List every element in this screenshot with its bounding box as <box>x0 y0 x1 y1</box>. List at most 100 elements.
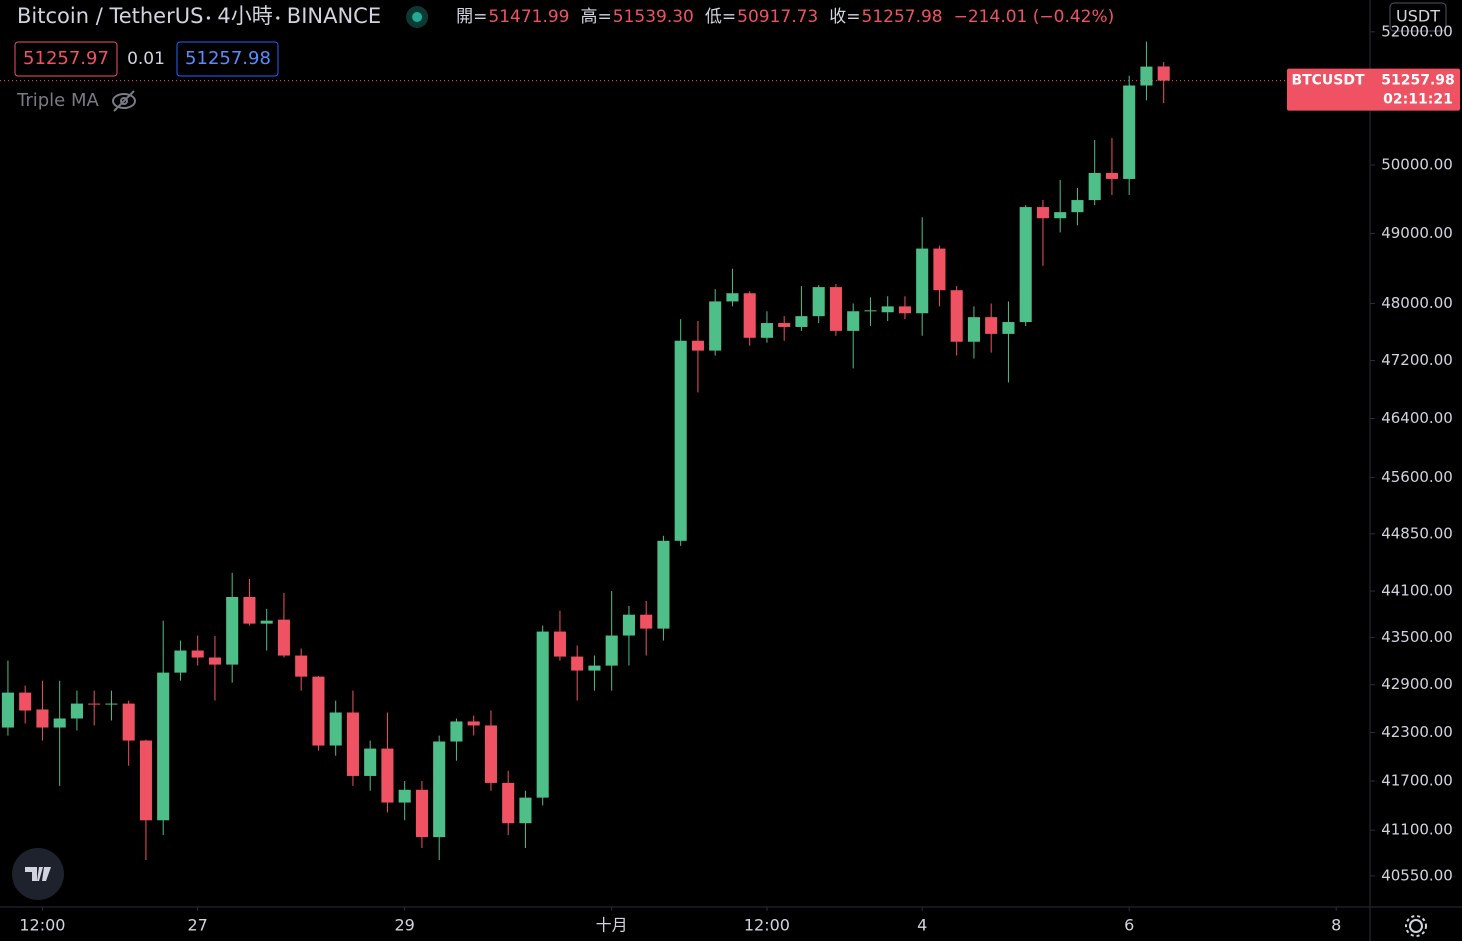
change: −214.01 (−0.42%) <box>954 7 1115 27</box>
candle-body <box>381 748 394 803</box>
candle-body <box>588 665 601 671</box>
y-tick-label: 47200.00 <box>1381 351 1453 369</box>
ohlc-key: 收= <box>829 7 860 27</box>
candle-body <box>881 306 894 313</box>
candle-body <box>967 317 980 342</box>
candle-body <box>657 540 670 629</box>
y-tick-label: 44100.00 <box>1381 582 1453 600</box>
y-tick-label: 45600.00 <box>1381 468 1453 486</box>
interval: 4小時 <box>217 4 272 28</box>
candle-body <box>415 789 428 838</box>
candle-body <box>950 290 963 342</box>
price-tag <box>1287 68 1460 111</box>
ohlc-value: 51257.98 <box>862 7 943 27</box>
ohlc-key: 高= <box>581 7 612 27</box>
y-tick-label: 48000.00 <box>1381 294 1453 312</box>
candle-body <box>778 323 791 327</box>
last-price: 51257.98 <box>1381 73 1455 89</box>
y-tick-label: 46400.00 <box>1381 409 1453 427</box>
indicator-name[interactable]: Triple MA <box>16 90 100 111</box>
candle-body <box>226 597 239 665</box>
candle-body <box>295 655 308 677</box>
candle-body <box>260 620 273 624</box>
ohlc-value: 50917.73 <box>737 7 818 27</box>
candle-body <box>1157 66 1170 81</box>
candle-body <box>105 703 118 705</box>
candle-body <box>640 614 653 629</box>
candle-body <box>760 323 773 338</box>
candle-body <box>1002 322 1015 334</box>
candle-body <box>346 712 359 776</box>
candle-body <box>536 631 549 798</box>
candle-body <box>1054 212 1067 219</box>
candle-body <box>70 703 83 719</box>
y-tick-label: 52000.00 <box>1381 22 1453 40</box>
candle-body <box>364 748 377 776</box>
y-tick-label: 40550.00 <box>1381 866 1453 884</box>
status-dot <box>412 12 423 22</box>
candle-body <box>467 721 480 726</box>
candle-body <box>985 317 998 334</box>
candle-body <box>622 614 635 636</box>
y-tick-label: 43500.00 <box>1381 628 1453 646</box>
candle-body <box>1036 207 1049 219</box>
candle-body <box>709 301 722 351</box>
candle-body <box>519 797 532 824</box>
ask-box[interactable] <box>176 41 279 77</box>
y-tick-label: 50000.00 <box>1381 155 1453 173</box>
y-tick-label: 41100.00 <box>1381 821 1453 839</box>
y-tick-label: 42900.00 <box>1381 675 1453 693</box>
candle-body <box>726 293 739 302</box>
candle-body <box>19 692 32 711</box>
y-tick-label: 44850.00 <box>1381 524 1453 542</box>
hide-icon[interactable] <box>112 90 136 112</box>
candle-body <box>484 725 497 783</box>
candle-body <box>1140 66 1153 86</box>
x-tick-label: 27 <box>188 916 208 935</box>
currency[interactable]: USDT <box>1396 7 1440 26</box>
candle-body <box>243 597 256 624</box>
symbol: BTCUSDT <box>1291 73 1365 89</box>
candle-body <box>88 703 101 705</box>
bid[interactable]: 51257.97 <box>23 48 109 69</box>
bid-box[interactable] <box>14 41 118 77</box>
candle-body <box>36 709 49 728</box>
candle-body <box>1088 172 1101 201</box>
candle-body <box>53 718 66 728</box>
y-tick-label: 42300.00 <box>1381 723 1453 741</box>
ohlc-value: 51471.99 <box>488 7 569 27</box>
ask[interactable]: 51257.98 <box>185 48 271 69</box>
candle-body <box>743 293 756 338</box>
candle-body <box>898 306 911 314</box>
candle-body <box>795 316 808 327</box>
candle-body <box>174 650 187 673</box>
candle-body <box>502 782 515 824</box>
candle-body <box>1071 200 1084 213</box>
x-tick-label: 6 <box>1124 916 1134 935</box>
y-tick-label: 41700.00 <box>1381 771 1453 789</box>
separator <box>276 16 280 20</box>
candle-body <box>1019 207 1032 323</box>
countdown: 02:11:21 <box>1383 92 1453 108</box>
candle-body <box>433 741 446 838</box>
exchange: BINANCE <box>287 4 381 28</box>
candle-body <box>157 672 170 821</box>
settings-icon[interactable] <box>1405 915 1427 937</box>
candle-body <box>674 340 687 541</box>
candle-body <box>571 656 584 671</box>
logo-mark <box>25 867 51 881</box>
candle-body <box>398 789 411 803</box>
candle-body <box>605 635 618 666</box>
currency-button[interactable] <box>1389 2 1447 32</box>
x-tick-label: 4 <box>917 916 927 935</box>
candle-body <box>691 340 704 351</box>
candle-body <box>139 740 152 821</box>
x-tick-label: 12:00 <box>19 916 65 935</box>
spread: 0.01 <box>127 49 165 69</box>
candle-body <box>312 676 325 746</box>
ohlc-key: 開= <box>456 7 487 27</box>
candle-body <box>1 692 14 728</box>
candle-body <box>933 248 946 291</box>
symbol-title: Bitcoin / TetherUS <box>17 4 203 28</box>
